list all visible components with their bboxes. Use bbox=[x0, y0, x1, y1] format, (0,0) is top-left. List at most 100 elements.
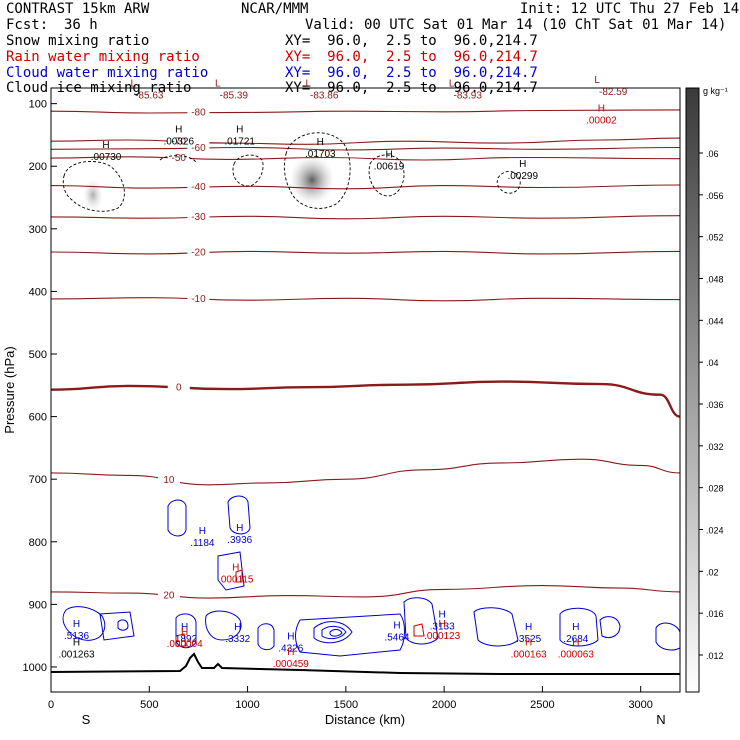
run-title: CONTRAST 15km ARW bbox=[6, 1, 150, 17]
x-tick-label: 3000 bbox=[628, 699, 652, 711]
minimum-value: -83.86 bbox=[310, 90, 339, 101]
colorbar-tick-label: .048 bbox=[706, 275, 724, 285]
y-tick-label: 1000 bbox=[23, 662, 47, 674]
forecast-hour: 36 h bbox=[64, 17, 98, 33]
maximum-value: .00730 bbox=[91, 152, 122, 163]
cloud-water-contour bbox=[559, 607, 599, 647]
cloud-water-contour bbox=[655, 622, 681, 651]
contour-label-background bbox=[187, 105, 210, 118]
maximum-marker: H bbox=[525, 622, 532, 633]
x-tick-label: 2500 bbox=[530, 699, 554, 711]
y-tick-label: 200 bbox=[29, 161, 47, 173]
contour-label: -40 bbox=[191, 182, 206, 193]
cloud-water-contour bbox=[403, 597, 439, 645]
temperature-contour-line bbox=[50, 380, 681, 418]
terrain-profile bbox=[50, 652, 680, 675]
colorbar-tick-label: .056 bbox=[706, 191, 724, 201]
maximum-value: .1892 bbox=[172, 634, 197, 645]
axes-layer bbox=[50, 87, 681, 693]
y-tick-label: 900 bbox=[29, 599, 47, 611]
y-tick-label: 800 bbox=[29, 537, 47, 549]
y-axis-title: Pressure (hPa) bbox=[2, 346, 17, 433]
organization-label: NCAR/MMM bbox=[241, 1, 309, 17]
cloud-water-contour bbox=[62, 606, 106, 641]
maximum-value: .000163 bbox=[511, 650, 548, 661]
maximum-marker: H bbox=[102, 140, 109, 151]
colorbar-tick-label: .016 bbox=[706, 609, 724, 619]
contour-label: -50 bbox=[172, 153, 187, 164]
minimum-value: -83.93 bbox=[454, 90, 483, 101]
y-tick-label: 100 bbox=[29, 99, 47, 111]
x-tick-label: 1000 bbox=[235, 699, 259, 711]
maximum-marker: H bbox=[393, 621, 400, 632]
contour-label: -60 bbox=[191, 143, 206, 154]
terrain-line bbox=[50, 652, 680, 675]
cloud-water-contour bbox=[321, 625, 347, 640]
maximum-marker: H bbox=[232, 562, 239, 573]
maximum-value: .000459 bbox=[273, 659, 310, 670]
colorbar-tick-label: .036 bbox=[706, 400, 724, 410]
ice-contour bbox=[283, 132, 351, 209]
maximum-marker: H bbox=[572, 638, 579, 649]
north-label: N bbox=[656, 712, 665, 727]
maximum-value: .00326 bbox=[163, 136, 194, 147]
maximum-value: .5136 bbox=[64, 631, 89, 642]
maximum-value: .000004 bbox=[167, 639, 204, 650]
contour-label-background bbox=[167, 134, 190, 147]
rain-contour bbox=[413, 623, 425, 637]
x-tick-label: 500 bbox=[140, 699, 158, 711]
maximum-marker: H bbox=[175, 124, 182, 135]
x-tick-label: 2000 bbox=[432, 699, 456, 711]
contour-label-background bbox=[187, 245, 210, 258]
maximum-marker: H bbox=[236, 124, 243, 135]
temperature-contour-line bbox=[50, 109, 681, 114]
contour-label-background bbox=[157, 588, 180, 601]
maximum-value: .000123 bbox=[424, 631, 461, 642]
cloud-water-contour bbox=[295, 613, 405, 657]
temperature-contour-line bbox=[50, 146, 681, 151]
y-tick-label: 400 bbox=[29, 286, 47, 298]
field-xy-cloud-water: XY= 96.0, 2.5 to 96.0,214.7 bbox=[285, 65, 538, 81]
temperature-contour-line bbox=[50, 156, 681, 161]
minimum-marker: L bbox=[305, 78, 311, 89]
cloud-contours bbox=[62, 132, 681, 657]
temperature-contour-line bbox=[50, 215, 681, 220]
cloud-water-contour bbox=[175, 613, 197, 649]
contour-label: 10 bbox=[163, 475, 175, 486]
contour-label-background bbox=[157, 473, 180, 486]
maximum-value: .00002 bbox=[586, 116, 617, 127]
x-tick-label: 1500 bbox=[334, 699, 358, 711]
contour-label: 0 bbox=[176, 382, 182, 393]
maximum-marker: H bbox=[385, 149, 392, 160]
minimum-marker: L bbox=[215, 78, 221, 89]
colorbar-tick-label: .012 bbox=[706, 651, 724, 661]
temperature-contour-line bbox=[50, 137, 681, 145]
cloud-water-contour bbox=[313, 621, 353, 644]
contour-label-background bbox=[187, 141, 210, 154]
ice-shaded-small bbox=[83, 179, 103, 211]
maximum-marker: H bbox=[519, 159, 526, 170]
x-axis-ticks: 0 500 1000 1500 2000 2500 3000 bbox=[48, 686, 653, 711]
colorbar-scale bbox=[685, 87, 700, 693]
maximum-value: .000063 bbox=[558, 650, 595, 661]
axis-labels: Distance (km) S N Pressure (hPa) bbox=[2, 346, 666, 727]
y-tick-label: 500 bbox=[29, 349, 47, 361]
ice-contour bbox=[62, 160, 125, 212]
contour-label-background bbox=[187, 210, 210, 223]
maximum-value: .3332 bbox=[225, 634, 250, 645]
maximum-marker: H bbox=[572, 622, 579, 633]
x-tick-label: 0 bbox=[48, 699, 54, 711]
maximum-marker: H bbox=[73, 619, 80, 630]
maximum-value: .00619 bbox=[374, 161, 405, 172]
maximum-marker: H bbox=[598, 104, 605, 115]
maximum-value: .01721 bbox=[224, 136, 255, 147]
temperature-contours: -80 -70 -60 -50 -40 -30 -20 -10 0 10 20 bbox=[50, 105, 681, 602]
contour-label: -10 bbox=[191, 294, 206, 305]
minimum-marker: L bbox=[131, 78, 137, 89]
y-tick-label: 300 bbox=[29, 224, 47, 236]
cloud-water-contour bbox=[167, 499, 187, 537]
maximum-marker: H bbox=[287, 647, 294, 658]
x-axis-title: Distance (km) bbox=[325, 712, 405, 727]
contour-label: -20 bbox=[191, 248, 206, 259]
maximum-value: .001263 bbox=[58, 650, 95, 661]
